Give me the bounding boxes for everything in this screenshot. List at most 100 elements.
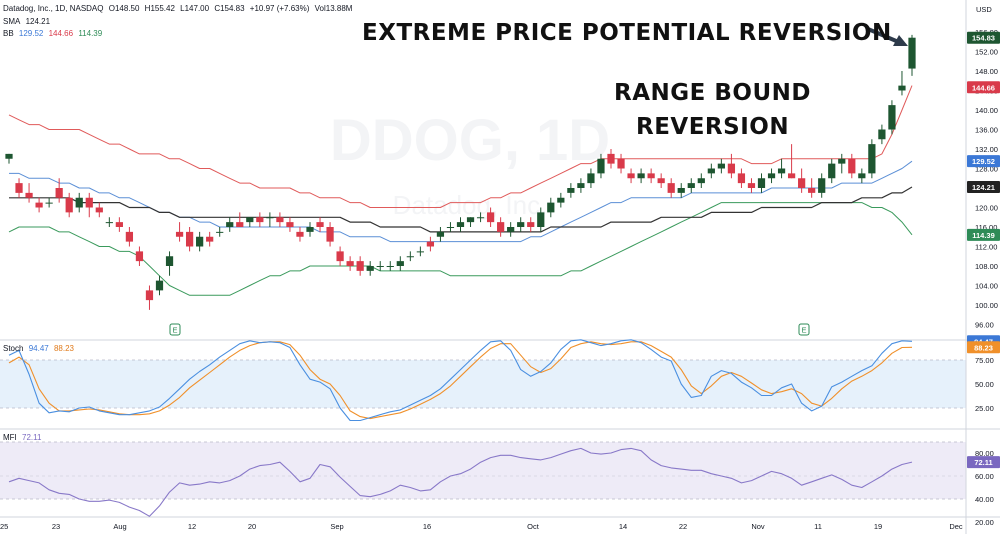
candle-body: [175, 231, 184, 237]
close-value: C154.83: [214, 4, 245, 13]
price-tag-4: 114.39: [972, 231, 995, 240]
price-tag-3: 124.21: [972, 183, 995, 192]
candle-body: [757, 178, 766, 188]
candle-body: [296, 231, 304, 237]
candle-body: [145, 290, 154, 301]
candle-body: [396, 261, 404, 266]
sma-legend[interactable]: SMA 124.21: [3, 17, 53, 26]
candle-body: [185, 231, 194, 247]
stoch-band: [0, 360, 966, 408]
price-tags: 154.83144.66129.52124.21114.3994.4788.23…: [967, 31, 1000, 469]
price-tick-label: 136.00: [975, 126, 998, 135]
candle-body: [637, 173, 645, 179]
annotation-extreme: EXTREME PRICE POTENTIAL REVERSION: [362, 20, 892, 46]
time-tick-label: 25: [0, 522, 8, 531]
candle-body: [276, 217, 284, 223]
candle-body: [517, 222, 525, 227]
candle-body: [236, 222, 244, 227]
candle-body: [507, 227, 515, 232]
candle-body: [687, 183, 695, 188]
candle-body: [667, 183, 675, 193]
price-tag-4-bg: [967, 228, 1000, 241]
candle-body: [45, 202, 53, 204]
candle-body: [366, 266, 374, 271]
candle-body: [476, 217, 485, 219]
candle-body: [256, 217, 264, 223]
mfi-legend[interactable]: MFI 72.11: [3, 433, 44, 442]
time-tick-label: 14: [619, 522, 627, 531]
earnings-icon: [169, 323, 181, 336]
candle-body: [306, 227, 314, 232]
candle-body: [75, 197, 83, 208]
time-axis[interactable]: 25 23 Aug 12 20 Sep 16 Oct 14 22 Nov 11 19 Dec: [0, 522, 963, 531]
candle-body: [326, 227, 334, 242]
candle-body: [547, 202, 555, 213]
candle-body: [647, 173, 655, 179]
candle-body: [818, 178, 826, 193]
candle-body: [196, 236, 204, 247]
candle-body: [878, 129, 886, 140]
stoch-d-tag-bg: [967, 341, 1000, 354]
bb-upper-value: 144.66: [48, 29, 74, 38]
stoch-k-value: 94.47: [28, 344, 49, 353]
candle-body: [135, 251, 144, 262]
candle-body: [898, 85, 906, 91]
sma-label: SMA: [3, 17, 21, 26]
price-tag-1-bg: [967, 81, 1000, 94]
currency-label: USD: [976, 5, 992, 14]
time-tick-label: 20: [248, 522, 256, 531]
candle-body: [747, 183, 756, 188]
candle-body: [777, 168, 786, 174]
bb-label: BB: [3, 29, 14, 38]
candle-body: [95, 207, 103, 213]
candle-body: [798, 178, 806, 188]
stoch-legend[interactable]: Stoch 94.47 88.23: [3, 344, 77, 353]
candle-body: [115, 222, 123, 227]
candle-body: [456, 222, 465, 227]
bb-legend[interactable]: BB 129.52 144.66 114.39: [3, 29, 105, 38]
annotation-range-line1: RANGE BOUND: [614, 80, 811, 106]
candle-body: [35, 202, 43, 208]
stoch-d-tag: 88.23: [974, 343, 993, 352]
earnings-marker-label: E: [801, 326, 806, 335]
bb-basis-value: 129.52: [18, 29, 44, 38]
low-value: L147.00: [180, 4, 210, 13]
time-tick-label: Sep: [330, 522, 343, 531]
candle-body: [497, 222, 505, 232]
price-tick-label: 104.00: [975, 282, 998, 291]
candle-body: [707, 168, 715, 174]
price-tick-label: 120.00: [975, 204, 998, 213]
mfi-tick-label: 80.00: [975, 449, 994, 458]
candle-body: [5, 153, 13, 159]
annotation-range-line2: REVERSION: [636, 114, 790, 140]
mfi-axis[interactable]: 80.00 60.00 40.00 20.00: [975, 449, 994, 527]
price-tag-2-bg: [967, 155, 1000, 168]
candle-body: [246, 217, 254, 223]
candle-body: [446, 227, 455, 228]
earnings-marker-label: E: [172, 326, 177, 335]
price-axis[interactable]: 156.00152.00148.00144.00140.00136.00132.…: [975, 28, 998, 330]
time-tick-label: Oct: [527, 522, 540, 531]
time-tick-label: Dec: [949, 522, 963, 531]
stoch-d-line: [8, 341, 913, 420]
price-tag-3-bg: [967, 180, 1000, 193]
candle-body: [416, 251, 424, 253]
stoch-k-line: [8, 339, 913, 422]
stoch-axis[interactable]: 75.00 50.00 25.00: [975, 356, 994, 413]
price-tick-label: 140.00: [975, 106, 998, 115]
candle-body: [15, 183, 23, 193]
candle-body: [677, 188, 685, 193]
candle-body: [697, 178, 705, 184]
mfi-label: MFI: [3, 433, 17, 442]
candle-body: [165, 256, 174, 266]
price-tag-0: 154.83: [972, 34, 995, 43]
time-tick-label: Nov: [751, 522, 765, 531]
candle-body: [617, 158, 625, 169]
price-tick-label: 132.00: [975, 145, 998, 154]
candlesticks: [5, 34, 916, 310]
time-tick-label: 11: [814, 522, 822, 531]
sma-value: 124.21: [25, 17, 51, 26]
time-tick-label: 23: [52, 522, 60, 531]
